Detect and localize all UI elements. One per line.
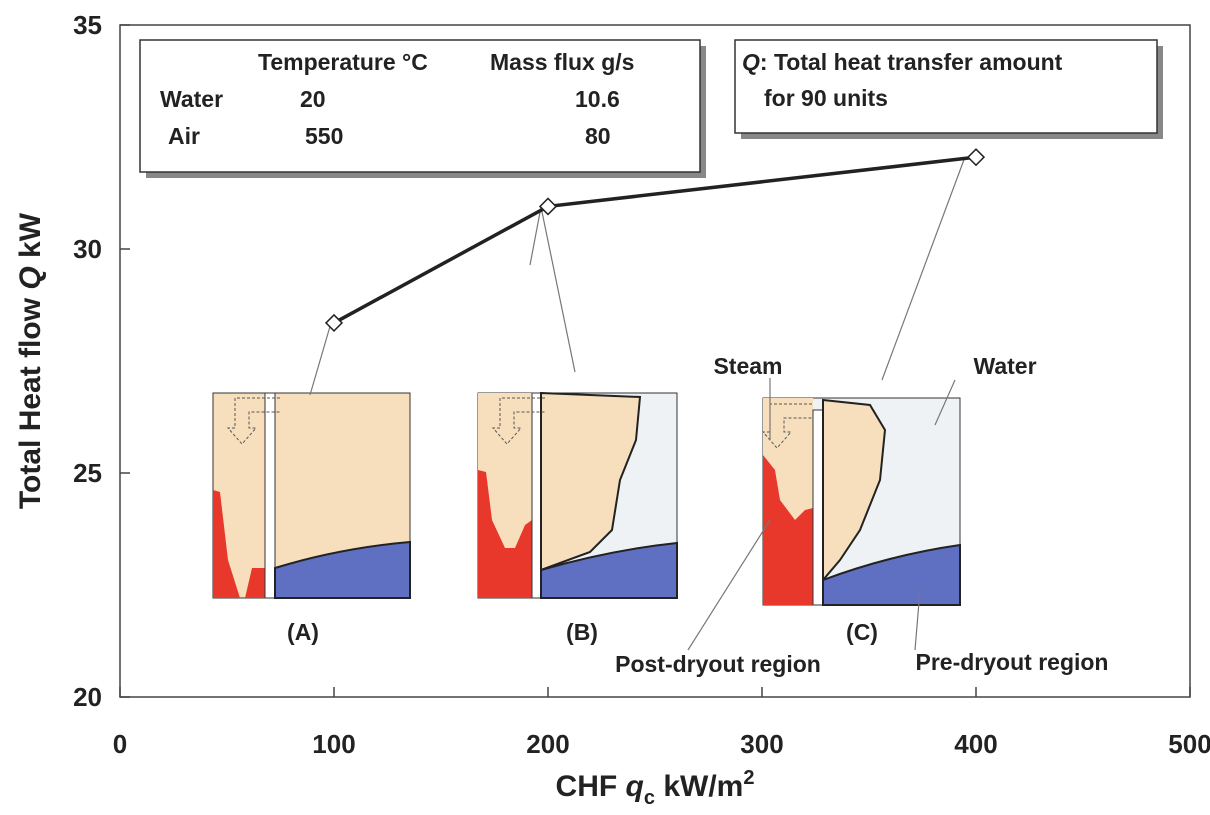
marker (966, 148, 986, 167)
table-cell: 10.6 (575, 86, 620, 112)
x-tick-label: 200 (526, 729, 569, 759)
note-box: Q: Total heat transfer amount for 90 uni… (734, 39, 1163, 139)
inset-label: (A) (287, 619, 319, 645)
plot-frame (119, 24, 1191, 698)
y-tick-label: 20 (73, 682, 102, 712)
table-cell: 20 (300, 86, 326, 112)
note-text: for 90 units (764, 85, 888, 111)
annotation: Water (973, 353, 1036, 379)
x-tick-label: 400 (954, 729, 997, 759)
table-header: Temperature °C (258, 49, 428, 75)
conditions-box: Temperature °C Mass flux g/s Water 20 10… (139, 39, 706, 178)
inset-c (761, 397, 961, 606)
table-cell: Water (160, 86, 223, 112)
annotation: Post-dryout region (615, 651, 821, 677)
table-cell: 80 (585, 123, 611, 149)
x-tick-label: 100 (312, 729, 355, 759)
annotation: Pre-dryout region (916, 649, 1109, 675)
table-cell: 550 (305, 123, 343, 149)
y-axis-title: Total Heat flow Q kW (14, 212, 47, 509)
y-tick-label: 25 (73, 458, 102, 488)
leader-lines (309, 156, 966, 651)
table-cell: Air (168, 123, 200, 149)
inset-label: (C) (846, 619, 878, 645)
inset-b (477, 391, 678, 599)
x-tick-label: 0 (113, 729, 127, 759)
y-tick-label: 35 (73, 10, 102, 40)
marker (324, 313, 344, 332)
x-axis-title: CHF qc kW/m2 (556, 767, 755, 809)
inset-a (212, 392, 411, 599)
table-header: Mass flux g/s (490, 49, 634, 75)
marker (538, 197, 558, 216)
y-tick-label: 30 (73, 234, 102, 264)
inset-label: (B) (566, 619, 598, 645)
annotation: Steam (713, 353, 782, 379)
note-text: Q: Total heat transfer amount (742, 49, 1063, 75)
x-tick-label: 500 (1168, 729, 1210, 759)
series-line (333, 155, 977, 325)
x-tick-label: 300 (740, 729, 783, 759)
